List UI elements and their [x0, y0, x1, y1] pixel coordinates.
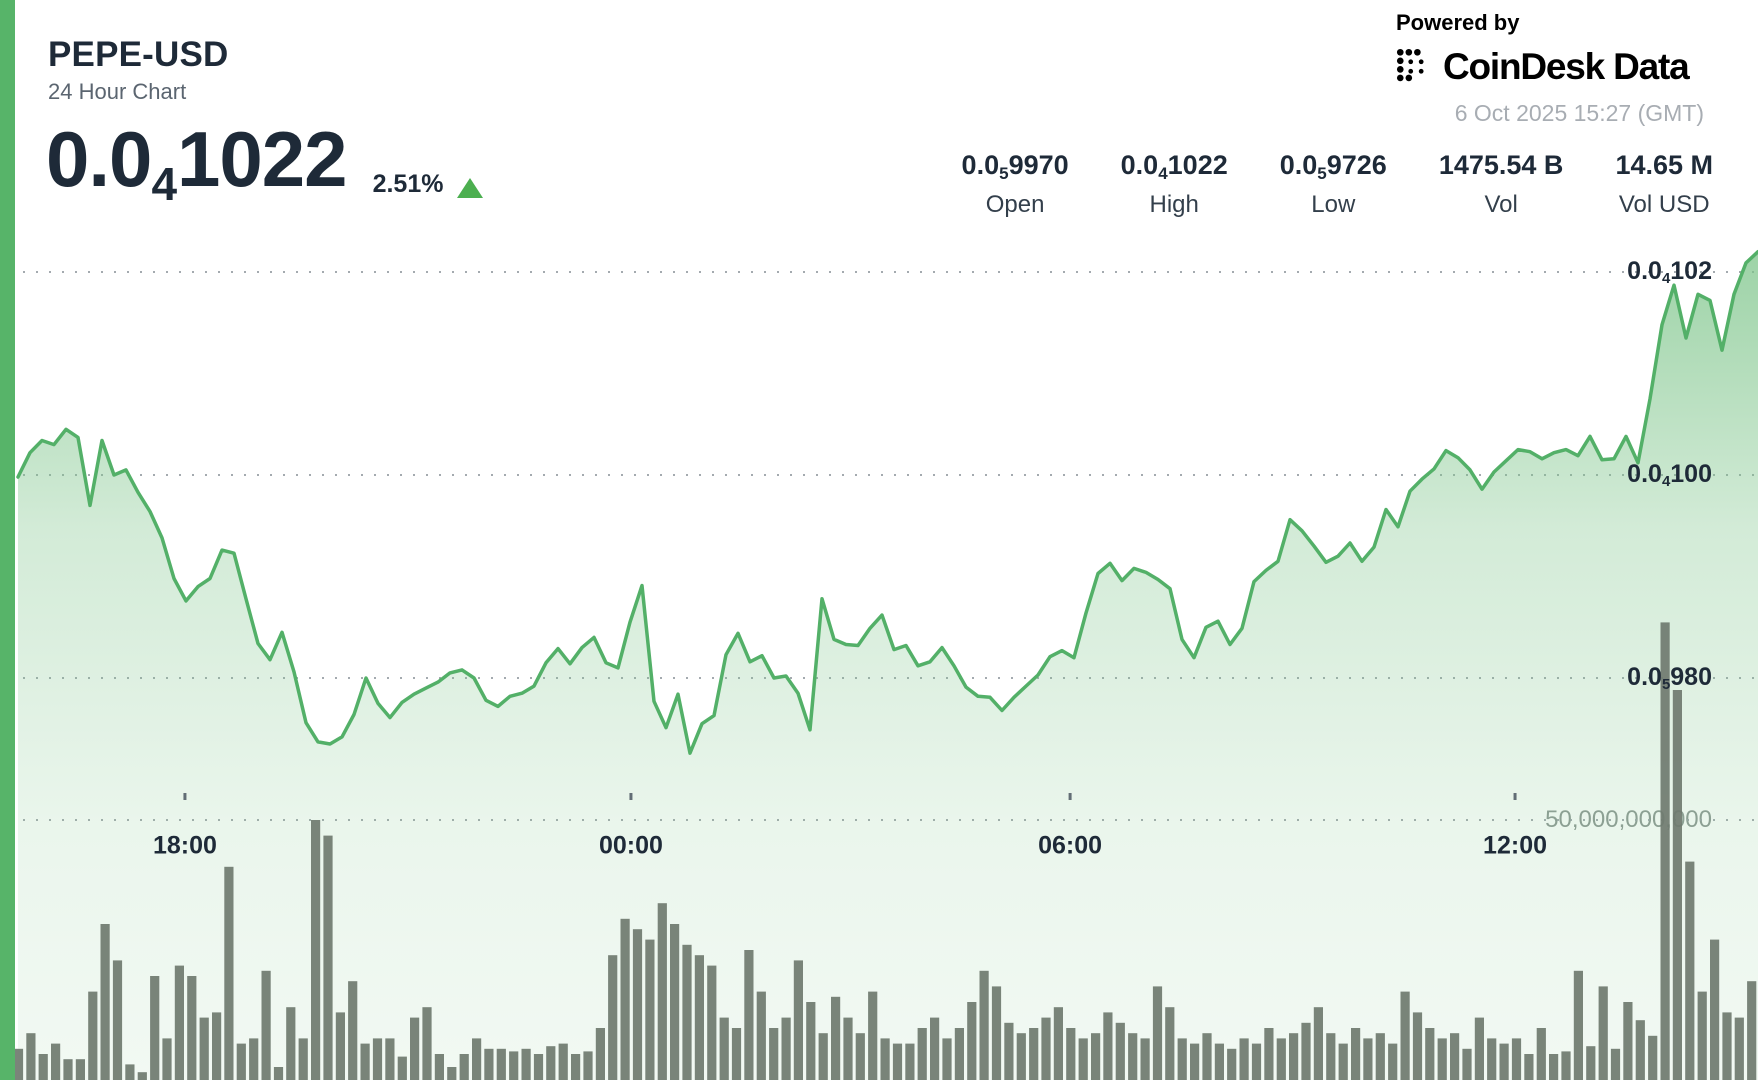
chart-subtitle: 24 Hour Chart	[48, 78, 187, 104]
stat-vol-value: 1475.54 B	[1438, 150, 1564, 180]
powered-by-label: Powered by	[1396, 10, 1520, 35]
price-subscript: 4	[151, 158, 178, 210]
stat-high: 0.041022 High	[1121, 150, 1228, 219]
page-title: PEPE-USD	[48, 35, 229, 74]
up-triangle-icon	[457, 178, 484, 198]
coindesk-logo-icon	[1396, 48, 1424, 82]
stat-low-label: Low	[1311, 191, 1356, 218]
change-percent: 2.51%	[372, 170, 444, 198]
stat-vol: 1475.54 B Vol	[1439, 150, 1564, 219]
branding-block: Powered by CoinDesk Data 6 Oct 2025 15:2…	[1396, 10, 1704, 127]
stat-vol-usd-value: 14.65 M	[1615, 150, 1713, 180]
current-price-row: 0.041022 2.51%	[46, 115, 484, 210]
timestamp: 6 Oct 2025 15:27 (GMT)	[1454, 100, 1704, 126]
stat-low-value: 0.059726	[1279, 150, 1387, 183]
stat-open-label: Open	[985, 191, 1045, 218]
stat-vol-label: Vol	[1484, 191, 1518, 218]
stat-high-label: High	[1149, 191, 1199, 218]
provider-row: CoinDesk Data	[1396, 46, 1704, 88]
ohlc-stats-row: 0.059970 Open 0.041022 High 0.059726 Low…	[962, 150, 1713, 219]
stat-vol-usd: 14.65 M Vol USD	[1615, 150, 1713, 219]
stat-low: 0.059726 Low	[1280, 150, 1387, 219]
provider-name: CoinDesk Data	[1443, 46, 1690, 87]
accent-edge-bar	[0, 0, 15, 1080]
stat-open-value: 0.059970	[961, 150, 1069, 183]
stat-vol-usd-label: Vol USD	[1618, 191, 1710, 218]
current-price: 0.041022	[46, 115, 348, 210]
stat-high-value: 0.041022	[1120, 150, 1228, 183]
title-block: PEPE-USD 24 Hour Chart	[48, 35, 229, 105]
stat-open: 0.059970 Open	[962, 150, 1069, 219]
